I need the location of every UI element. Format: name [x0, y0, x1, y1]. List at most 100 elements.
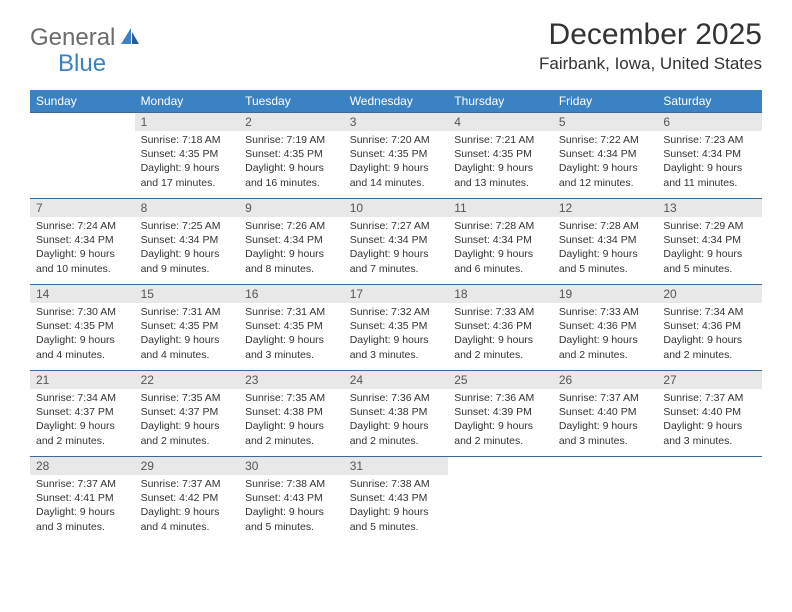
day-number: 7	[30, 199, 135, 217]
day-header: Tuesday	[239, 90, 344, 113]
calendar-cell: 11Sunrise: 7:28 AMSunset: 4:34 PMDayligh…	[448, 199, 553, 285]
location: Fairbank, Iowa, United States	[539, 54, 762, 74]
day-content: Sunrise: 7:21 AMSunset: 4:35 PMDaylight:…	[448, 131, 553, 194]
calendar-cell	[448, 457, 553, 543]
day-number: 21	[30, 371, 135, 389]
header: General Blue December 2025 Fairbank, Iow…	[30, 18, 762, 78]
day-header-row: SundayMondayTuesdayWednesdayThursdayFrid…	[30, 90, 762, 113]
calendar-cell: 16Sunrise: 7:31 AMSunset: 4:35 PMDayligh…	[239, 285, 344, 371]
calendar-cell	[657, 457, 762, 543]
calendar-cell: 26Sunrise: 7:37 AMSunset: 4:40 PMDayligh…	[553, 371, 658, 457]
day-number: 1	[135, 113, 240, 131]
day-number: 13	[657, 199, 762, 217]
day-header: Thursday	[448, 90, 553, 113]
logo-text-general: General	[30, 24, 115, 52]
calendar-cell: 30Sunrise: 7:38 AMSunset: 4:43 PMDayligh…	[239, 457, 344, 543]
day-content: Sunrise: 7:34 AMSunset: 4:36 PMDaylight:…	[657, 303, 762, 366]
day-number: 4	[448, 113, 553, 131]
day-header: Monday	[135, 90, 240, 113]
day-content: Sunrise: 7:37 AMSunset: 4:42 PMDaylight:…	[135, 475, 240, 538]
calendar-cell: 7Sunrise: 7:24 AMSunset: 4:34 PMDaylight…	[30, 199, 135, 285]
calendar-row: 1Sunrise: 7:18 AMSunset: 4:35 PMDaylight…	[30, 113, 762, 199]
calendar-cell: 17Sunrise: 7:32 AMSunset: 4:35 PMDayligh…	[344, 285, 449, 371]
calendar-cell	[553, 457, 658, 543]
day-content: Sunrise: 7:34 AMSunset: 4:37 PMDaylight:…	[30, 389, 135, 452]
day-content: Sunrise: 7:30 AMSunset: 4:35 PMDaylight:…	[30, 303, 135, 366]
day-number: 11	[448, 199, 553, 217]
day-content: Sunrise: 7:28 AMSunset: 4:34 PMDaylight:…	[553, 217, 658, 280]
day-content: Sunrise: 7:26 AMSunset: 4:34 PMDaylight:…	[239, 217, 344, 280]
calendar-cell: 19Sunrise: 7:33 AMSunset: 4:36 PMDayligh…	[553, 285, 658, 371]
day-content: Sunrise: 7:36 AMSunset: 4:39 PMDaylight:…	[448, 389, 553, 452]
calendar-row: 21Sunrise: 7:34 AMSunset: 4:37 PMDayligh…	[30, 371, 762, 457]
day-content: Sunrise: 7:33 AMSunset: 4:36 PMDaylight:…	[553, 303, 658, 366]
calendar-cell: 13Sunrise: 7:29 AMSunset: 4:34 PMDayligh…	[657, 199, 762, 285]
calendar-cell: 22Sunrise: 7:35 AMSunset: 4:37 PMDayligh…	[135, 371, 240, 457]
day-content: Sunrise: 7:38 AMSunset: 4:43 PMDaylight:…	[344, 475, 449, 538]
day-content: Sunrise: 7:35 AMSunset: 4:37 PMDaylight:…	[135, 389, 240, 452]
day-number: 5	[553, 113, 658, 131]
calendar-cell: 10Sunrise: 7:27 AMSunset: 4:34 PMDayligh…	[344, 199, 449, 285]
day-content: Sunrise: 7:37 AMSunset: 4:40 PMDaylight:…	[553, 389, 658, 452]
day-number: 3	[344, 113, 449, 131]
calendar-table: SundayMondayTuesdayWednesdayThursdayFrid…	[30, 90, 762, 543]
calendar-cell: 3Sunrise: 7:20 AMSunset: 4:35 PMDaylight…	[344, 113, 449, 199]
day-number: 27	[657, 371, 762, 389]
day-number: 30	[239, 457, 344, 475]
day-number: 2	[239, 113, 344, 131]
day-content: Sunrise: 7:32 AMSunset: 4:35 PMDaylight:…	[344, 303, 449, 366]
calendar-row: 14Sunrise: 7:30 AMSunset: 4:35 PMDayligh…	[30, 285, 762, 371]
calendar-row: 28Sunrise: 7:37 AMSunset: 4:41 PMDayligh…	[30, 457, 762, 543]
day-header: Wednesday	[344, 90, 449, 113]
day-number: 22	[135, 371, 240, 389]
calendar-cell: 23Sunrise: 7:35 AMSunset: 4:38 PMDayligh…	[239, 371, 344, 457]
day-number: 6	[657, 113, 762, 131]
calendar-cell: 6Sunrise: 7:23 AMSunset: 4:34 PMDaylight…	[657, 113, 762, 199]
title-block: December 2025 Fairbank, Iowa, United Sta…	[539, 18, 762, 74]
day-content: Sunrise: 7:28 AMSunset: 4:34 PMDaylight:…	[448, 217, 553, 280]
day-header: Sunday	[30, 90, 135, 113]
calendar-row: 7Sunrise: 7:24 AMSunset: 4:34 PMDaylight…	[30, 199, 762, 285]
calendar-cell: 5Sunrise: 7:22 AMSunset: 4:34 PMDaylight…	[553, 113, 658, 199]
day-number: 28	[30, 457, 135, 475]
day-number: 19	[553, 285, 658, 303]
day-content: Sunrise: 7:37 AMSunset: 4:41 PMDaylight:…	[30, 475, 135, 538]
day-number: 8	[135, 199, 240, 217]
day-number: 25	[448, 371, 553, 389]
day-number: 9	[239, 199, 344, 217]
day-content: Sunrise: 7:25 AMSunset: 4:34 PMDaylight:…	[135, 217, 240, 280]
calendar-cell: 4Sunrise: 7:21 AMSunset: 4:35 PMDaylight…	[448, 113, 553, 199]
day-number: 14	[30, 285, 135, 303]
logo-text-blue: Blue	[58, 50, 106, 78]
calendar-cell: 31Sunrise: 7:38 AMSunset: 4:43 PMDayligh…	[344, 457, 449, 543]
day-content: Sunrise: 7:31 AMSunset: 4:35 PMDaylight:…	[135, 303, 240, 366]
day-number: 24	[344, 371, 449, 389]
calendar-cell: 25Sunrise: 7:36 AMSunset: 4:39 PMDayligh…	[448, 371, 553, 457]
day-content: Sunrise: 7:36 AMSunset: 4:38 PMDaylight:…	[344, 389, 449, 452]
day-content: Sunrise: 7:22 AMSunset: 4:34 PMDaylight:…	[553, 131, 658, 194]
calendar-cell	[30, 113, 135, 199]
calendar-body: 1Sunrise: 7:18 AMSunset: 4:35 PMDaylight…	[30, 113, 762, 543]
day-content: Sunrise: 7:37 AMSunset: 4:40 PMDaylight:…	[657, 389, 762, 452]
day-number: 26	[553, 371, 658, 389]
day-number: 23	[239, 371, 344, 389]
day-content: Sunrise: 7:24 AMSunset: 4:34 PMDaylight:…	[30, 217, 135, 280]
day-header: Saturday	[657, 90, 762, 113]
month-title: December 2025	[539, 18, 762, 52]
calendar-cell: 9Sunrise: 7:26 AMSunset: 4:34 PMDaylight…	[239, 199, 344, 285]
day-number: 18	[448, 285, 553, 303]
day-number: 31	[344, 457, 449, 475]
calendar-cell: 21Sunrise: 7:34 AMSunset: 4:37 PMDayligh…	[30, 371, 135, 457]
calendar-cell: 27Sunrise: 7:37 AMSunset: 4:40 PMDayligh…	[657, 371, 762, 457]
calendar-cell: 20Sunrise: 7:34 AMSunset: 4:36 PMDayligh…	[657, 285, 762, 371]
day-header: Friday	[553, 90, 658, 113]
calendar-cell: 12Sunrise: 7:28 AMSunset: 4:34 PMDayligh…	[553, 199, 658, 285]
calendar-cell: 24Sunrise: 7:36 AMSunset: 4:38 PMDayligh…	[344, 371, 449, 457]
day-content: Sunrise: 7:23 AMSunset: 4:34 PMDaylight:…	[657, 131, 762, 194]
day-content: Sunrise: 7:19 AMSunset: 4:35 PMDaylight:…	[239, 131, 344, 194]
day-content: Sunrise: 7:31 AMSunset: 4:35 PMDaylight:…	[239, 303, 344, 366]
day-number: 20	[657, 285, 762, 303]
logo: General Blue	[30, 18, 170, 78]
calendar-cell: 15Sunrise: 7:31 AMSunset: 4:35 PMDayligh…	[135, 285, 240, 371]
calendar-cell: 18Sunrise: 7:33 AMSunset: 4:36 PMDayligh…	[448, 285, 553, 371]
